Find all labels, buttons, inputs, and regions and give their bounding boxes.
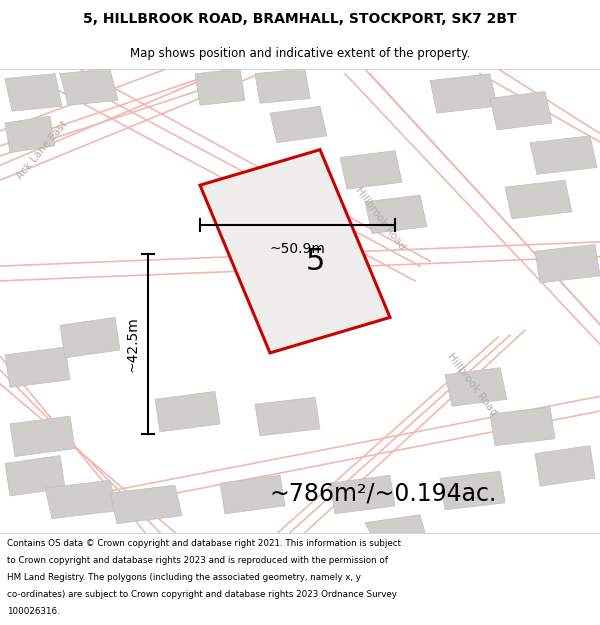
Text: ~50.9m: ~50.9m	[269, 242, 325, 256]
Polygon shape	[5, 456, 65, 496]
Polygon shape	[365, 515, 425, 532]
Polygon shape	[5, 74, 62, 111]
Text: Map shows position and indicative extent of the property.: Map shows position and indicative extent…	[130, 47, 470, 60]
Text: 100026316.: 100026316.	[7, 608, 60, 616]
Text: 5, HILLBROOK ROAD, BRAMHALL, STOCKPORT, SK7 2BT: 5, HILLBROOK ROAD, BRAMHALL, STOCKPORT, …	[83, 12, 517, 26]
Text: ~42.5m: ~42.5m	[126, 316, 140, 372]
Polygon shape	[270, 106, 327, 142]
Text: HM Land Registry. The polygons (including the associated geometry, namely x, y: HM Land Registry. The polygons (includin…	[7, 573, 361, 582]
Text: Hillbrook Road: Hillbrook Road	[445, 351, 499, 418]
Polygon shape	[195, 69, 245, 105]
Polygon shape	[505, 180, 572, 219]
Polygon shape	[365, 195, 427, 234]
Polygon shape	[255, 69, 310, 103]
Polygon shape	[155, 391, 220, 432]
Text: Contains OS data © Crown copyright and database right 2021. This information is : Contains OS data © Crown copyright and d…	[7, 539, 401, 548]
Polygon shape	[5, 347, 70, 388]
Text: co-ordinates) are subject to Crown copyright and database rights 2023 Ordnance S: co-ordinates) are subject to Crown copyr…	[7, 590, 397, 599]
Polygon shape	[330, 475, 395, 514]
Text: ~786m²/~0.194ac.: ~786m²/~0.194ac.	[270, 481, 497, 505]
Polygon shape	[5, 116, 55, 152]
Polygon shape	[490, 91, 552, 130]
Polygon shape	[255, 398, 320, 436]
Polygon shape	[535, 244, 600, 283]
Polygon shape	[340, 151, 402, 189]
Polygon shape	[60, 318, 120, 358]
Polygon shape	[110, 485, 182, 524]
Polygon shape	[60, 69, 118, 105]
Text: 5: 5	[305, 247, 325, 276]
Polygon shape	[535, 446, 595, 486]
Text: Ack Lane East: Ack Lane East	[15, 119, 69, 181]
Polygon shape	[490, 408, 555, 446]
Polygon shape	[445, 368, 507, 406]
Text: Hillbrook Road: Hillbrook Road	[353, 186, 407, 252]
Polygon shape	[200, 149, 390, 353]
Polygon shape	[530, 136, 597, 174]
Polygon shape	[430, 74, 497, 113]
Polygon shape	[220, 475, 285, 514]
Text: to Crown copyright and database rights 2023 and is reproduced with the permissio: to Crown copyright and database rights 2…	[7, 556, 388, 565]
Polygon shape	[440, 471, 505, 510]
Polygon shape	[10, 416, 75, 456]
Polygon shape	[45, 480, 117, 519]
